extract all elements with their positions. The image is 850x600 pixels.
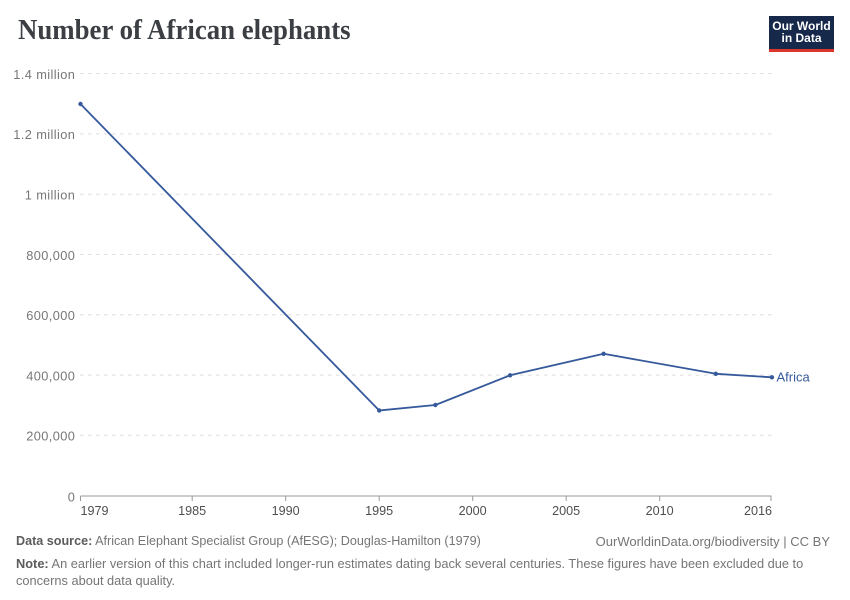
svg-text:1990: 1990 <box>272 504 300 518</box>
svg-text:400,000: 400,000 <box>26 368 75 383</box>
svg-text:600,000: 600,000 <box>26 308 75 323</box>
svg-text:2000: 2000 <box>459 504 487 518</box>
svg-text:1.2 million: 1.2 million <box>13 127 75 142</box>
svg-text:0: 0 <box>68 489 76 504</box>
svg-text:1995: 1995 <box>365 504 393 518</box>
svg-text:800,000: 800,000 <box>26 248 75 263</box>
svg-text:Africa: Africa <box>777 370 811 385</box>
svg-text:2016: 2016 <box>744 504 772 518</box>
svg-text:2010: 2010 <box>646 504 674 518</box>
svg-text:1985: 1985 <box>178 504 206 518</box>
svg-text:200,000: 200,000 <box>26 429 75 444</box>
svg-text:2005: 2005 <box>552 504 580 518</box>
svg-text:1.4 million: 1.4 million <box>13 67 75 82</box>
svg-text:1 million: 1 million <box>25 188 76 203</box>
svg-text:1979: 1979 <box>81 504 109 518</box>
